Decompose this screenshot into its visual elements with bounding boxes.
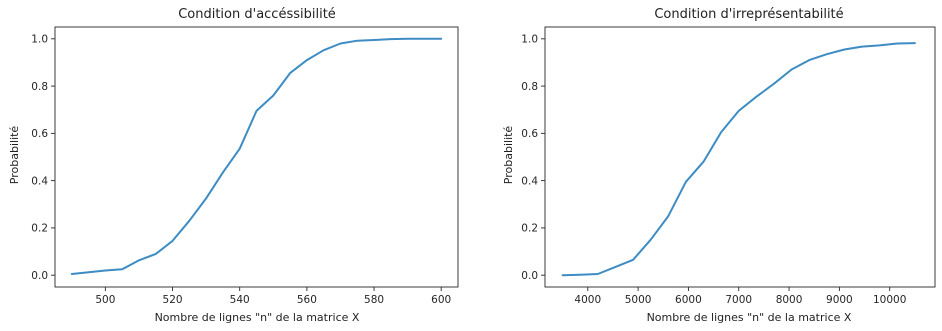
x-tick-label: 7000 bbox=[725, 294, 752, 306]
plot-frame bbox=[54, 26, 459, 288]
y-tick-label: 0.2 bbox=[31, 223, 48, 235]
x-tick-label: 10000 bbox=[873, 294, 906, 306]
y-axis-label: Probabilité bbox=[8, 126, 21, 185]
chart-title: Condition d'accéssibilité bbox=[178, 7, 336, 22]
y-tick-label: 0.6 bbox=[31, 128, 48, 140]
plot-frame bbox=[544, 26, 936, 288]
x-tick-label: 540 bbox=[230, 294, 250, 306]
y-tick-label: 0.0 bbox=[521, 270, 538, 282]
series-line bbox=[70, 37, 443, 275]
x-tick-label: 6000 bbox=[675, 294, 702, 306]
x-axis-label: Nombre de lignes "n" de la matrice X bbox=[647, 311, 852, 324]
x-tick-label: 560 bbox=[297, 294, 317, 306]
y-tick-label: 0.4 bbox=[31, 175, 48, 187]
x-tick-label: 500 bbox=[95, 294, 115, 306]
x-tick-label: 600 bbox=[431, 294, 451, 306]
x-axis-label: Nombre de lignes "n" de la matrice X bbox=[155, 311, 360, 324]
x-tick-label: 8000 bbox=[776, 294, 803, 306]
y-tick-label: 0.4 bbox=[521, 175, 538, 187]
x-tick-label: 4000 bbox=[574, 294, 601, 306]
y-axis-label: Probabilité bbox=[502, 126, 515, 185]
x-tick-label: 9000 bbox=[826, 294, 853, 306]
y-tick-label: 1.0 bbox=[31, 34, 48, 46]
x-tick-label: 5000 bbox=[625, 294, 652, 306]
y-tick-label: 0.8 bbox=[521, 81, 538, 93]
y-tick-label: 0.0 bbox=[31, 270, 48, 282]
y-tick-label: 0.2 bbox=[521, 223, 538, 235]
chart-accessibility: Condition d'accéssibilité Nombre de lign… bbox=[8, 7, 459, 324]
chart-title: Condition d'irreprésentabilité bbox=[654, 7, 843, 22]
y-tick-label: 0.8 bbox=[31, 81, 48, 93]
series-line bbox=[561, 42, 916, 277]
y-tick-label: 1.0 bbox=[521, 34, 538, 46]
x-tick-label: 580 bbox=[364, 294, 384, 306]
x-tick-label: 520 bbox=[163, 294, 183, 306]
y-tick-label: 0.6 bbox=[521, 128, 538, 140]
chart-irrepresentability: Condition d'irreprésentabilité Nombre de… bbox=[502, 7, 936, 324]
